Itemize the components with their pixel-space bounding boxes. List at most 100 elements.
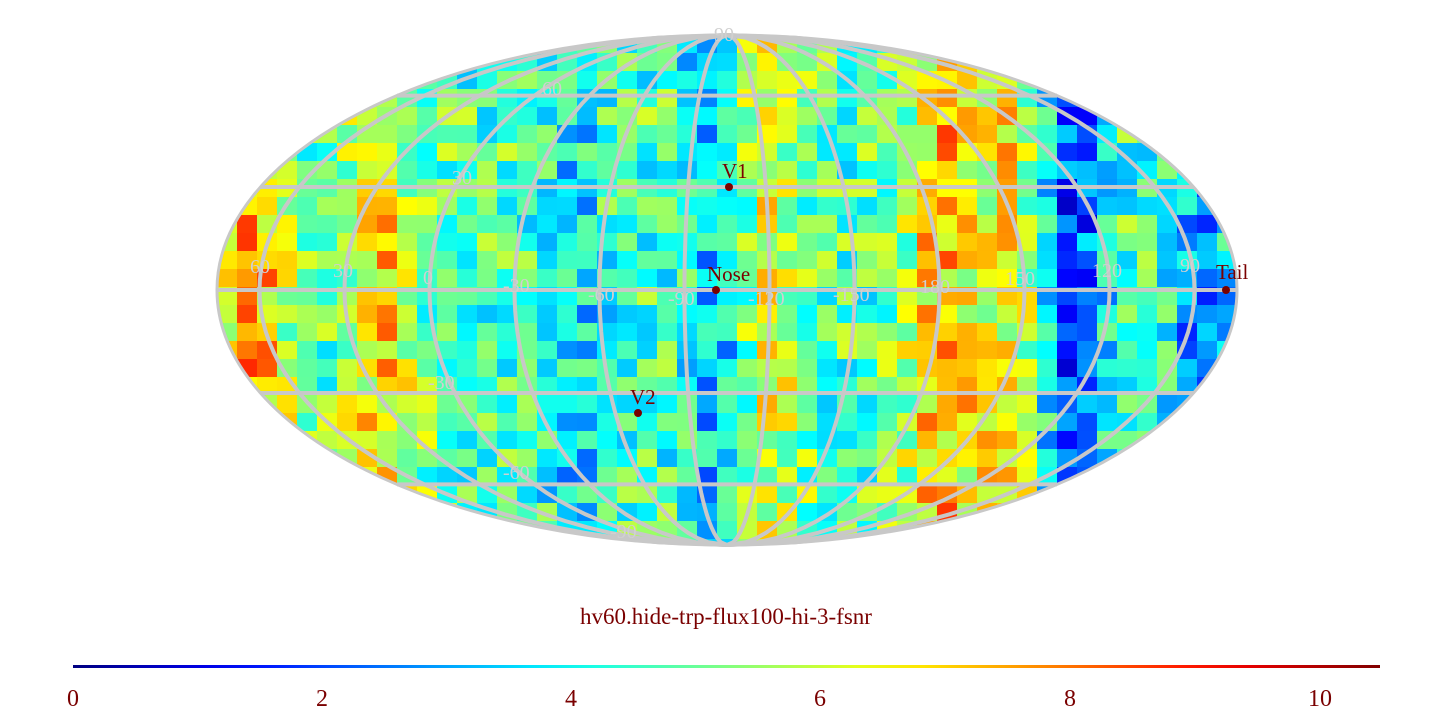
flux-cell [437,143,458,162]
flux-cell [237,71,258,90]
flux-cell [517,125,538,144]
flux-cell [877,89,898,108]
flux-cell [877,161,898,180]
flux-cell [397,539,418,545]
flux-cell [517,35,538,54]
flux-cell [317,251,338,270]
flux-cell [1057,125,1078,144]
flux-cell [637,395,658,414]
flux-cell [1157,71,1178,90]
flux-cell [217,503,238,522]
flux-cell [1157,269,1178,288]
flux-cell [517,539,538,545]
flux-cell [237,251,258,270]
flux-cell [977,305,998,324]
flux-cell [1077,395,1098,414]
flux-cell [897,377,918,396]
flux-cell [937,305,958,324]
flux-cell [577,161,598,180]
flux-cell [877,395,898,414]
flux-cell [417,305,438,324]
flux-cell [997,233,1018,252]
flux-cell [557,251,578,270]
flux-cell [257,395,278,414]
colorbar-tick-label: 10 [1308,686,1332,712]
flux-cell [377,215,398,234]
flux-cell [1017,503,1038,522]
flux-cell [337,89,358,108]
flux-cell [1197,35,1218,54]
flux-cell [617,269,638,288]
flux-cell [737,413,758,432]
flux-cell [777,467,798,486]
flux-cell [877,251,898,270]
flux-cell [557,323,578,342]
flux-cell [317,35,338,54]
flux-cell [577,233,598,252]
flux-cell [1217,395,1237,414]
flux-cell [1137,377,1158,396]
flux-cell [397,503,418,522]
flux-cell [817,323,838,342]
flux-cell [377,359,398,378]
flux-cell [1197,125,1218,144]
flux-cell [777,305,798,324]
flux-cell [217,305,238,324]
flux-cell [1117,35,1138,54]
flux-cell [637,107,658,126]
flux-cell [537,323,558,342]
flux-cell [297,503,318,522]
flux-cell [857,377,878,396]
flux-cell [317,359,338,378]
flux-cell [477,35,498,54]
flux-cell [397,323,418,342]
flux-cell [997,521,1018,540]
flux-cell [457,35,478,54]
flux-cell [717,107,738,126]
flux-cell [257,359,278,378]
flux-cell [357,161,378,180]
flux-cell [317,269,338,288]
flux-cell [317,215,338,234]
flux-cell [357,449,378,468]
flux-cell [1017,143,1038,162]
flux-cell [557,539,578,545]
flux-cell [457,377,478,396]
flux-cell [977,269,998,288]
flux-cell [1197,395,1218,414]
flux-cell [697,251,718,270]
flux-cell [1097,35,1118,54]
flux-cell [237,341,258,360]
flux-cell [697,233,718,252]
flux-cell [1057,35,1078,54]
tail-marker [1222,286,1230,294]
flux-cell [237,89,258,108]
flux-cell [497,341,518,360]
flux-cell [857,251,878,270]
flux-cell [657,269,678,288]
flux-cell [1197,503,1218,522]
flux-cell [457,269,478,288]
flux-cell [817,485,838,504]
flux-cell [957,215,978,234]
flux-cell [917,431,938,450]
flux-cell [1097,395,1118,414]
flux-cell [517,269,538,288]
flux-cell [337,503,358,522]
flux-cell [577,251,598,270]
flux-cell [1157,161,1178,180]
flux-cell [1117,521,1138,540]
flux-cell [277,35,298,54]
flux-cell [1037,107,1058,126]
flux-cell [417,539,438,545]
flux-cell [857,71,878,90]
flux-cell [417,143,438,162]
colorbar-tick-label: 2 [316,686,328,712]
flux-cell [677,107,698,126]
flux-cell [477,305,498,324]
flux-cell [417,215,438,234]
flux-cell [457,107,478,126]
flux-cell [917,161,938,180]
flux-cell [277,125,298,144]
flux-cell [877,431,898,450]
